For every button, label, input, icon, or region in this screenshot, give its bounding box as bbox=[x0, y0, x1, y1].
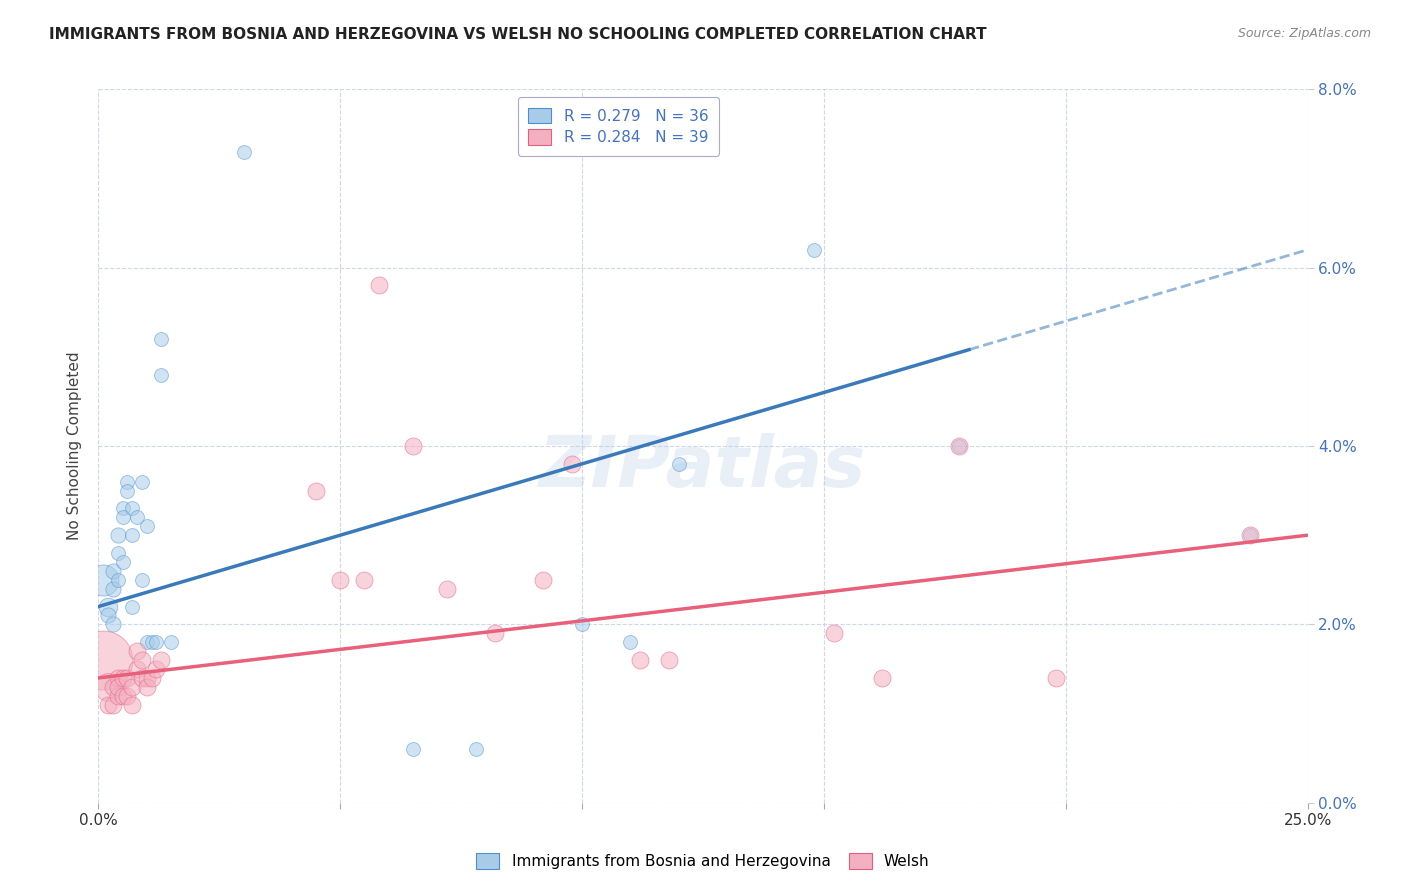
Point bbox=[121, 528, 143, 542]
Point bbox=[160, 635, 183, 649]
Point bbox=[145, 662, 167, 676]
Point bbox=[107, 671, 129, 685]
Point bbox=[135, 680, 157, 694]
Point bbox=[619, 635, 641, 649]
Point bbox=[127, 644, 149, 658]
Point bbox=[135, 671, 157, 685]
Point bbox=[150, 332, 173, 346]
Point bbox=[121, 599, 143, 614]
Point bbox=[97, 680, 120, 694]
Point bbox=[107, 689, 129, 703]
Point bbox=[117, 671, 139, 685]
Point bbox=[107, 680, 129, 694]
Point bbox=[948, 439, 970, 453]
Point bbox=[117, 483, 139, 498]
Point bbox=[107, 573, 129, 587]
Point bbox=[141, 635, 163, 649]
Point bbox=[571, 617, 593, 632]
Legend: R = 0.279   N = 36, R = 0.284   N = 39: R = 0.279 N = 36, R = 0.284 N = 39 bbox=[517, 97, 718, 155]
Point bbox=[329, 573, 352, 587]
Point bbox=[305, 483, 328, 498]
Point bbox=[1045, 671, 1067, 685]
Point bbox=[232, 145, 254, 159]
Point bbox=[368, 278, 391, 293]
Point bbox=[464, 742, 486, 756]
Point bbox=[121, 680, 143, 694]
Point bbox=[107, 546, 129, 560]
Point bbox=[1239, 528, 1261, 542]
Point bbox=[97, 608, 120, 623]
Point bbox=[111, 555, 134, 569]
Point bbox=[101, 564, 124, 578]
Point bbox=[97, 599, 120, 614]
Point bbox=[135, 519, 157, 533]
Point bbox=[131, 671, 153, 685]
Point bbox=[101, 680, 124, 694]
Point bbox=[531, 573, 554, 587]
Point bbox=[121, 501, 143, 516]
Point bbox=[561, 457, 583, 471]
Point bbox=[870, 671, 893, 685]
Point bbox=[117, 475, 139, 489]
Point bbox=[135, 635, 157, 649]
Point bbox=[117, 689, 139, 703]
Point bbox=[823, 626, 845, 640]
Text: Source: ZipAtlas.com: Source: ZipAtlas.com bbox=[1237, 27, 1371, 40]
Point bbox=[141, 671, 163, 685]
Point bbox=[101, 617, 124, 632]
Point bbox=[436, 582, 458, 596]
Point bbox=[668, 457, 690, 471]
Point bbox=[353, 573, 375, 587]
Point bbox=[97, 698, 120, 712]
Point bbox=[131, 573, 153, 587]
Point bbox=[121, 698, 143, 712]
Y-axis label: No Schooling Completed: No Schooling Completed bbox=[67, 351, 83, 541]
Point bbox=[131, 475, 153, 489]
Point bbox=[131, 653, 153, 667]
Point bbox=[628, 653, 651, 667]
Point bbox=[91, 573, 114, 587]
Point bbox=[111, 671, 134, 685]
Point bbox=[111, 689, 134, 703]
Point bbox=[127, 662, 149, 676]
Point bbox=[91, 653, 114, 667]
Point bbox=[111, 510, 134, 524]
Text: ZIPatlas: ZIPatlas bbox=[540, 433, 866, 502]
Point bbox=[484, 626, 506, 640]
Point bbox=[1239, 528, 1261, 542]
Point bbox=[402, 439, 425, 453]
Point bbox=[101, 582, 124, 596]
Point bbox=[145, 635, 167, 649]
Point bbox=[948, 439, 970, 453]
Legend: Immigrants from Bosnia and Herzegovina, Welsh: Immigrants from Bosnia and Herzegovina, … bbox=[471, 847, 935, 875]
Point bbox=[150, 368, 173, 382]
Point bbox=[150, 653, 173, 667]
Point bbox=[111, 501, 134, 516]
Point bbox=[127, 510, 149, 524]
Point bbox=[101, 698, 124, 712]
Text: IMMIGRANTS FROM BOSNIA AND HERZEGOVINA VS WELSH NO SCHOOLING COMPLETED CORRELATI: IMMIGRANTS FROM BOSNIA AND HERZEGOVINA V… bbox=[49, 27, 987, 42]
Point bbox=[107, 528, 129, 542]
Point bbox=[402, 742, 425, 756]
Point bbox=[803, 243, 825, 257]
Point bbox=[658, 653, 681, 667]
